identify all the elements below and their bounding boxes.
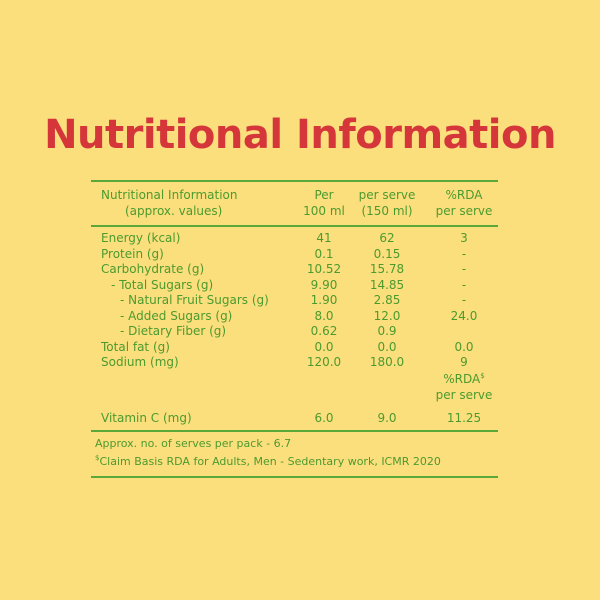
header-col2-line2: 100 ml (303, 203, 345, 218)
row-perserve-vitamin-c: 9.0 (377, 411, 397, 425)
claim-dollar: $ (95, 454, 100, 462)
row-label-dietary-fiber: - Dietary Fiber (g) (120, 324, 227, 338)
header-per-100ml: Per 100 ml (298, 188, 350, 219)
row-per100-protein: 0.1 (314, 246, 334, 261)
row-per100-total-sugars: 9.90 (310, 277, 338, 292)
row-label-added-sugars: - Added Sugars (g) (120, 308, 233, 323)
rda-subheader-label: %RDA (443, 372, 481, 386)
row-rda-natural-fruit-sugars: - (461, 293, 467, 307)
row-label-natural-fruit-sugars: - Natural Fruit Sugars (g) (120, 293, 269, 307)
row-per100-dietary-fiber: 0.62 (310, 324, 338, 338)
footer-rule (91, 430, 498, 432)
header-col3-line2: (150 ml) (361, 203, 413, 218)
row-rda-protein: - (461, 246, 467, 261)
row-perserve-carbohydrate: 15.78 (369, 262, 405, 276)
page-title: Nutritional Information (44, 112, 556, 158)
row-per100-sodium: 120.0 (306, 355, 342, 369)
rda-subheader-line2: per serve (435, 387, 493, 402)
rda-subheader-dollar: $ (480, 372, 485, 380)
row-rda-total-sugars: - (461, 277, 467, 292)
row-rda-dietary-fiber (427, 324, 501, 340)
header-rda: %RDA per serve (427, 188, 501, 219)
row-perserve-total-sugars: 14.85 (369, 277, 405, 292)
claim-text: Claim Basis RDA for Adults, Men - Sedent… (99, 455, 441, 468)
row-rda-added-sugars: 24.0 (450, 308, 478, 323)
row-per100-added-sugars: 8.0 (314, 308, 334, 323)
header-col1-line1: Nutritional Information (101, 188, 238, 202)
row-per100-energy: 41 (316, 231, 332, 245)
row-perserve-dietary-fiber: 0.9 (377, 324, 397, 338)
row-rda-vitamin-c: 11.25 (446, 411, 482, 425)
header-col3-line1: per serve (358, 188, 416, 202)
header-col4-line2: per serve (435, 203, 493, 218)
row-per100-total-fat: 0.0 (314, 339, 334, 354)
row-label-vitamin-c: Vitamin C (mg) (101, 411, 192, 425)
header-col1-line2: (approx. values) (125, 203, 223, 218)
row-label-sodium: Sodium (mg) (101, 355, 179, 369)
claim-note: $Claim Basis RDA for Adults, Men - Seden… (95, 454, 441, 470)
row-label-energy: Energy (kcal) (101, 231, 181, 245)
table-top-rule (91, 180, 498, 182)
header-per-serve: per serve (150 ml) (353, 188, 421, 219)
row-label-total-sugars: - Total Sugars (g) (111, 277, 214, 292)
row-perserve-sodium: 180.0 (369, 355, 405, 369)
row-per100-natural-fruit-sugars: 1.90 (310, 293, 338, 307)
header-col2-line1: Per (314, 188, 334, 202)
nutrition-table: Nutritional Information (approx. values)… (91, 180, 501, 478)
row-rda-sodium: 9 (460, 355, 468, 369)
row-perserve-protein: 0.15 (373, 246, 401, 261)
row-per100-vitamin-c: 6.0 (314, 411, 334, 425)
header-col4-line1: %RDA (445, 188, 483, 202)
row-label-carbohydrate: Carbohydrate (g) (101, 262, 205, 276)
row-perserve-natural-fruit-sugars: 2.85 (373, 293, 401, 307)
header-nutritional-information: Nutritional Information (approx. values) (101, 188, 238, 219)
row-perserve-energy: 62 (379, 231, 395, 245)
per-serve-values: 62 0.15 15.78 14.85 2.85 12.0 0.9 0.0 18… (353, 231, 421, 371)
row-rda-total-fat: 0.0 (454, 339, 474, 354)
nutrient-labels: Energy (kcal) Protein (g) Carbohydrate (… (101, 231, 269, 371)
per-100ml-values: 41 0.1 10.52 9.90 1.90 8.0 0.62 0.0 120.… (298, 231, 350, 371)
serves-note: Approx. no. of serves per pack - 6.7 (95, 437, 292, 450)
row-rda-energy: 3 (460, 231, 468, 245)
rda-values: 3 - - - - 24.0 0.0 9 (427, 231, 501, 371)
header-rule (91, 225, 498, 227)
row-label-protein: Protein (g) (101, 246, 164, 261)
table-bottom-rule (91, 476, 498, 478)
row-perserve-total-fat: 0.0 (377, 339, 397, 354)
rda-subheader: %RDA$ per serve (427, 372, 501, 403)
row-per100-carbohydrate: 10.52 (306, 262, 342, 276)
row-perserve-added-sugars: 12.0 (373, 308, 401, 323)
rda-subheader-line1: %RDA$ (427, 372, 501, 388)
row-rda-carbohydrate: - (461, 262, 467, 276)
row-label-total-fat: Total fat (g) (101, 339, 170, 354)
